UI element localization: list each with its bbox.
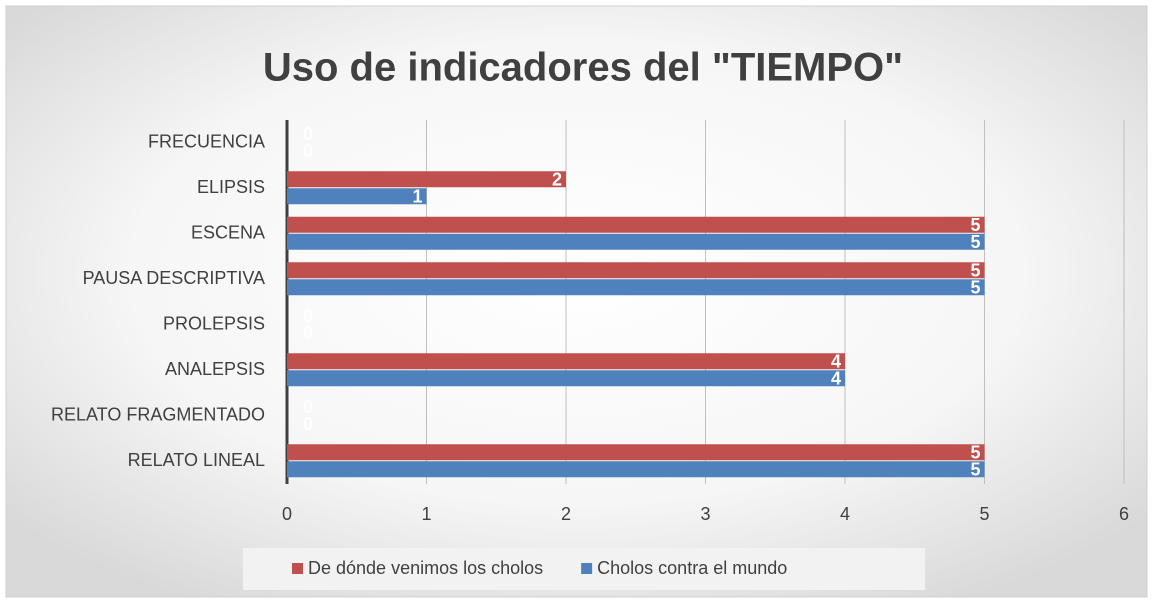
data-label: 0 (303, 141, 313, 161)
data-label: 5 (970, 261, 980, 281)
data-label: 4 (831, 369, 841, 389)
data-label: 1 (412, 187, 422, 207)
legend-label: Cholos contra el mundo (597, 558, 787, 578)
x-tick-label: 2 (561, 504, 571, 524)
bar (287, 444, 985, 461)
bar (287, 279, 985, 296)
legend-swatch (581, 563, 593, 574)
bar (287, 216, 985, 233)
x-tick-label: 3 (700, 504, 710, 524)
bar (287, 353, 845, 370)
y-tick-label: ESCENA (191, 223, 265, 243)
data-label: 5 (970, 215, 980, 235)
y-tick-label: PROLEPSIS (163, 314, 265, 334)
y-tick-label: ANALEPSIS (165, 359, 265, 379)
y-tick-label: ELIPSIS (197, 177, 265, 197)
data-label: 0 (303, 323, 313, 343)
legend-swatch (292, 563, 303, 574)
y-tick-label: RELATO LINEAL (128, 450, 265, 470)
data-label: 5 (970, 460, 980, 480)
data-label: 4 (831, 352, 841, 372)
legend-label: De dónde venimos los cholos (308, 558, 543, 578)
y-tick-label: RELATO FRAGMENTADO (51, 405, 265, 425)
x-tick-label: 0 (282, 504, 292, 524)
data-label: 0 (303, 397, 313, 417)
data-label: 5 (970, 443, 980, 463)
chart-background (5, 5, 1148, 598)
y-tick-label: FRECUENCIA (148, 132, 265, 152)
bar (287, 188, 427, 205)
data-label: 5 (970, 232, 980, 252)
bar (287, 233, 985, 250)
x-tick-label: 4 (840, 504, 850, 524)
x-tick-label: 1 (421, 504, 431, 524)
bar (287, 461, 985, 478)
data-label: 0 (303, 306, 313, 326)
y-tick-label: PAUSA DESCRIPTIVA (83, 268, 265, 288)
x-tick-label: 5 (979, 504, 989, 524)
bar (287, 171, 566, 188)
bar (287, 262, 985, 279)
data-label: 0 (303, 124, 313, 144)
data-label: 2 (552, 170, 562, 190)
x-tick-label: 6 (1119, 504, 1129, 524)
data-label: 5 (970, 278, 980, 298)
data-label: 0 (303, 414, 313, 434)
chart-title: Uso de indicadores del "TIEMPO" (263, 46, 903, 90)
bar (287, 370, 845, 387)
